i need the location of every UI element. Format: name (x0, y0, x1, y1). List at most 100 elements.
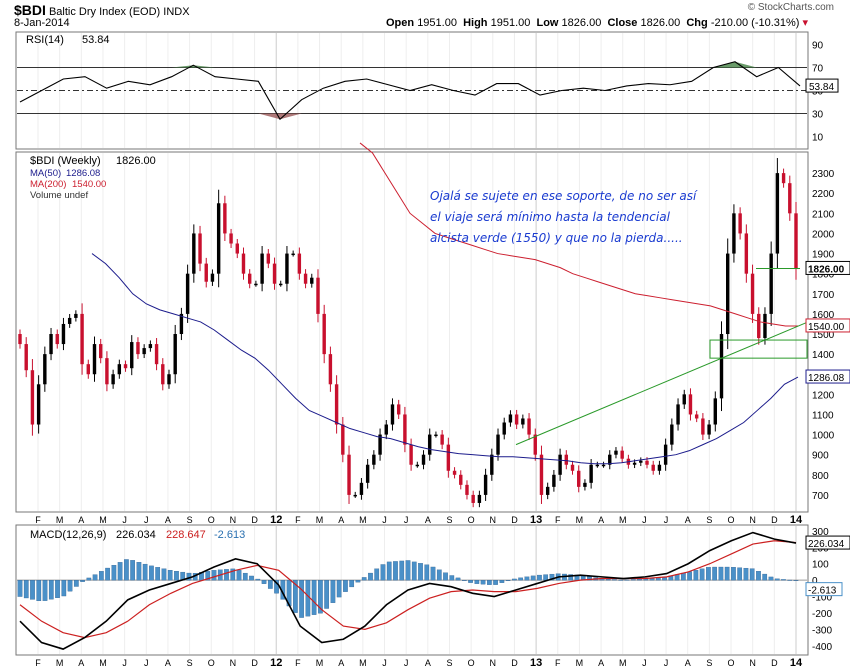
macd-histogram-bar (86, 577, 92, 581)
macd-histogram-bar (361, 577, 367, 581)
candle-body (98, 344, 103, 359)
candle-body (43, 354, 47, 385)
macd-histogram-bar (512, 578, 517, 581)
macd-histogram-bar (161, 568, 167, 581)
candle-body (130, 342, 134, 369)
candle-body (161, 364, 165, 385)
macd-x-tick-label: M (619, 658, 627, 668)
macd-histogram-bar (781, 579, 786, 581)
macd-histogram-bar (130, 560, 135, 581)
macd-histogram-bar (743, 567, 749, 581)
macd-histogram-bar (424, 564, 430, 581)
candle-body (713, 398, 718, 425)
candle-body (421, 454, 426, 465)
macd-histogram-bar (718, 566, 724, 581)
macd-x-tick-label: M (359, 658, 367, 668)
macd-histogram-bar (681, 572, 686, 581)
candle-body (74, 313, 78, 318)
price-x-tick-label: S (446, 515, 452, 525)
candle-body (254, 283, 258, 286)
macd-histogram-bar (380, 564, 386, 581)
candle-body (260, 253, 264, 284)
candle-body (105, 358, 109, 385)
macd-x-tick-label: A (165, 658, 171, 668)
macd-histogram-bar (737, 567, 743, 581)
macd-histogram-bar (568, 574, 574, 581)
candle-body (508, 414, 513, 423)
candle-body (682, 394, 686, 405)
price-x-tick-label: N (230, 515, 237, 525)
candle-body (365, 464, 370, 483)
macd-histogram-bar (724, 566, 730, 581)
price-y-tick-label: 2000 (812, 229, 835, 240)
candle-body (527, 418, 531, 435)
macd-x-tick-label: A (78, 658, 84, 668)
candle-body (726, 253, 730, 335)
macd-x-tick-label: M (316, 658, 324, 668)
price-tag-box (805, 260, 850, 275)
down-triangle-icon: ▾ (802, 17, 809, 29)
low-label: Low (536, 17, 559, 29)
macd-histogram-bar (530, 575, 536, 581)
candle-body (49, 334, 53, 355)
open-label: Open (386, 17, 415, 29)
macd-histogram-bar (249, 575, 254, 581)
price-x-tick-label: J (664, 515, 669, 525)
macd-histogram-bar (111, 565, 117, 581)
macd-histogram-bar (336, 580, 342, 598)
candle-body (409, 444, 413, 465)
macd-y-tick-label: -400 (812, 642, 832, 653)
candle-body (539, 454, 544, 495)
macd-x-tick-label: M (99, 658, 107, 668)
candle-body (769, 253, 773, 314)
candle-body (738, 213, 742, 234)
price-last: 1826.00 (116, 155, 156, 167)
macd-y-tick-label: -100 (812, 593, 832, 604)
ma200-legend-name: MA(200) (30, 179, 66, 190)
macd-histogram-bar (255, 578, 261, 581)
candle-body (192, 233, 196, 274)
candle-body (645, 460, 649, 465)
price-x-tick-label: D (251, 515, 258, 525)
macd-x-tick-label: O (208, 658, 215, 668)
rsi-value-tag: 53.84 (809, 82, 834, 93)
macd-x-tick-label: D (511, 658, 518, 668)
candle-body (123, 364, 128, 369)
annotation-line-2: el viaje será mínimo hasta la tendencial (430, 210, 670, 224)
candle-body (210, 273, 215, 282)
rsi-y-tick-label: 10 (812, 133, 824, 144)
macd-title: MACD(12,26,9) (30, 529, 106, 541)
macd-signal-line (19, 540, 797, 639)
candle-body (719, 334, 724, 399)
macd-histogram-bar (524, 576, 530, 581)
candle-body (583, 482, 587, 487)
macd-histogram-bar (687, 571, 692, 581)
candle-body (701, 418, 705, 435)
candle-body (514, 414, 519, 425)
macd-histogram-bar (630, 579, 636, 581)
price-y-tick-label: 1100 (812, 410, 834, 421)
candle-body (465, 484, 469, 495)
candle-body (167, 374, 171, 385)
price-x-tick-label: J (122, 515, 127, 525)
chart-date: 8-Jan-2014 (14, 17, 70, 29)
price-y-tick-label: 1400 (812, 350, 835, 361)
histogram-tag-box (805, 582, 843, 597)
annotation-line-3: alcista verde (1550) y que no la pierda.… (430, 231, 683, 245)
macd-y-tick-label: -200 (812, 609, 832, 620)
macd-histogram-bar (99, 571, 104, 581)
macd-histogram-bar (612, 579, 617, 581)
rsi-title: RSI(14) (26, 34, 64, 46)
macd-histogram-bar (355, 580, 361, 583)
candle-body (241, 253, 246, 274)
price-y-tick-label: 1900 (812, 250, 835, 261)
macd-histogram-bar (430, 566, 436, 581)
macd-histogram-bar (549, 573, 555, 581)
candle-body (676, 404, 680, 425)
candle-body (173, 334, 177, 375)
price-y-tick-label: 1700 (812, 290, 835, 301)
macd-histogram-bar (155, 567, 161, 581)
macd-histogram-bar (499, 580, 505, 583)
macd-histogram-bar (449, 575, 455, 581)
macd-histogram-bar (17, 580, 23, 597)
